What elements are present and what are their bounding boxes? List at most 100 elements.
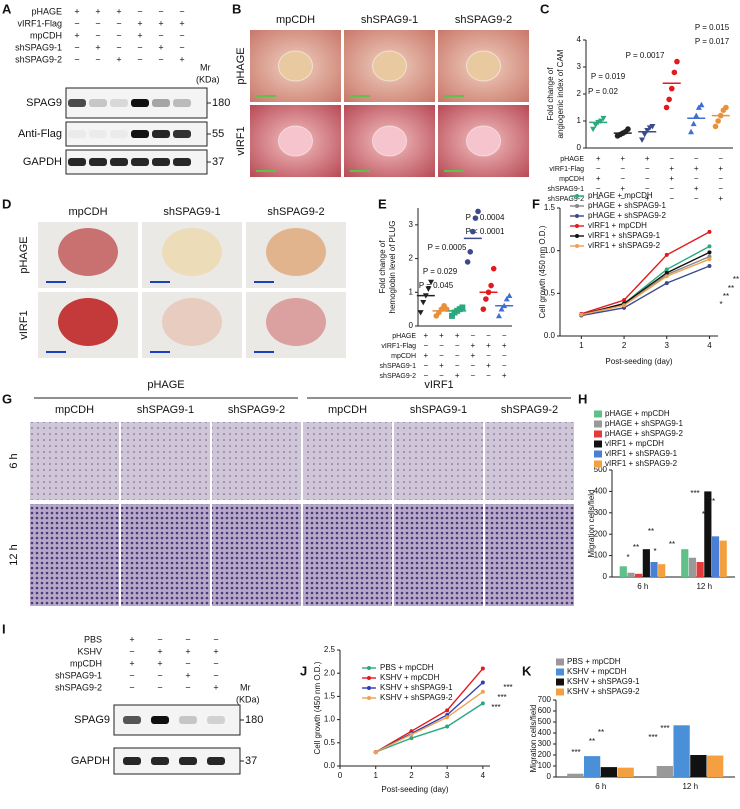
condition-sign: −	[185, 658, 190, 668]
panel-letter: B	[232, 1, 241, 16]
condition-sign: +	[718, 164, 723, 173]
condition-sign: +	[620, 154, 625, 163]
data-point	[488, 282, 494, 289]
condition-sign: +	[179, 54, 184, 64]
annotation: *	[653, 547, 656, 556]
bar	[658, 564, 666, 577]
annotation: ***	[648, 733, 657, 742]
data-point	[498, 306, 505, 312]
photo	[485, 422, 574, 500]
bar	[673, 725, 690, 777]
tumor-plug	[266, 228, 326, 276]
photo	[121, 422, 210, 500]
group-header: vIRF1	[424, 379, 453, 391]
y-tick-label: 0	[603, 572, 608, 581]
row-label: 12 h	[8, 544, 20, 565]
annotation: ***	[503, 683, 512, 692]
bar	[600, 767, 618, 777]
condition-sign: −	[95, 18, 100, 28]
legend-marker	[575, 224, 579, 228]
data-point	[597, 118, 604, 124]
series-line	[375, 702, 484, 753]
legend-label: KSHV + shSPAG9-1	[567, 677, 640, 686]
tumor-plug	[266, 298, 326, 346]
bar	[711, 536, 720, 577]
x-tick-label: 2	[622, 341, 627, 350]
blot-band	[110, 99, 128, 107]
legend-label: vIRF1 + shSPAG9-1	[588, 231, 661, 240]
condition-sign: +	[470, 341, 475, 350]
data-point	[707, 250, 712, 255]
y-tick-label: 700	[538, 695, 552, 704]
band-size: 37	[245, 755, 257, 767]
data-point	[664, 281, 669, 286]
blot-band	[152, 99, 170, 107]
condition-sign: +	[645, 194, 650, 203]
data-point	[445, 715, 450, 720]
blot-band	[173, 158, 191, 166]
bar	[704, 491, 712, 577]
data-point	[715, 118, 721, 124]
data-point	[707, 264, 712, 269]
data-point	[693, 112, 700, 118]
y-tick-label: 0.0	[324, 761, 336, 770]
series-line	[375, 691, 484, 753]
data-point	[480, 701, 485, 706]
condition-sign: +	[158, 18, 163, 28]
condition-label: KSHV	[77, 646, 102, 656]
condition-sign: +	[74, 6, 79, 16]
tumor-plug	[162, 298, 222, 346]
condition-sign: +	[157, 658, 162, 668]
legend-swatch	[594, 420, 602, 428]
legend-swatch	[556, 668, 564, 676]
condition-label: shSPAG9-1	[380, 363, 417, 370]
y-tick-label: 500	[538, 717, 552, 726]
data-point	[459, 304, 466, 311]
blot-band	[151, 716, 169, 724]
condition-sign: −	[669, 194, 674, 203]
condition-sign: +	[129, 658, 134, 668]
data-point	[483, 296, 489, 302]
condition-sign: −	[137, 54, 142, 64]
data-point	[475, 208, 481, 215]
legend-label: KSHV + shSPAG9-2	[380, 693, 453, 702]
condition-sign: −	[439, 341, 444, 350]
condition-sign: −	[455, 361, 460, 370]
condition-sign: −	[213, 670, 218, 680]
condition-sign: −	[439, 351, 444, 360]
bar	[707, 755, 724, 777]
data-point	[592, 122, 599, 129]
y-tick-label: 2.0	[324, 668, 336, 677]
condition-sign: −	[502, 331, 507, 340]
condition-sign: −	[486, 371, 491, 380]
condition-sign: −	[179, 6, 184, 16]
y-tick-label: 200	[538, 750, 552, 759]
y-tick-label: 400	[594, 487, 608, 496]
bar	[688, 557, 697, 577]
condition-sign: −	[213, 634, 218, 644]
condition-sign: +	[116, 6, 121, 16]
blot-band	[207, 757, 225, 765]
data-point	[698, 101, 705, 108]
condition-sign: +	[694, 184, 699, 193]
annotation: *	[719, 300, 722, 309]
data-point	[668, 85, 675, 92]
annotation: **	[733, 275, 739, 284]
annotation: P = 0.0017	[626, 51, 665, 60]
data-point	[688, 128, 695, 135]
mr-label: Mr	[240, 682, 251, 692]
x-axis-title: Post-seeding (day)	[381, 785, 448, 794]
condition-sign: −	[157, 634, 162, 644]
panel-letter: A	[2, 1, 12, 16]
x-tick-label: 1	[579, 341, 584, 350]
data-point	[480, 680, 485, 685]
panel-letter: E	[378, 196, 387, 211]
column-header: shSPAG9-1	[361, 14, 418, 26]
legend-marker	[575, 194, 579, 198]
annotation: ***	[497, 693, 506, 702]
annotation: P = 0.017	[695, 37, 730, 46]
condition-sign: −	[486, 331, 491, 340]
annotation: **	[633, 543, 639, 552]
condition-sign: −	[694, 194, 699, 203]
row-label: 6 h	[8, 453, 20, 468]
